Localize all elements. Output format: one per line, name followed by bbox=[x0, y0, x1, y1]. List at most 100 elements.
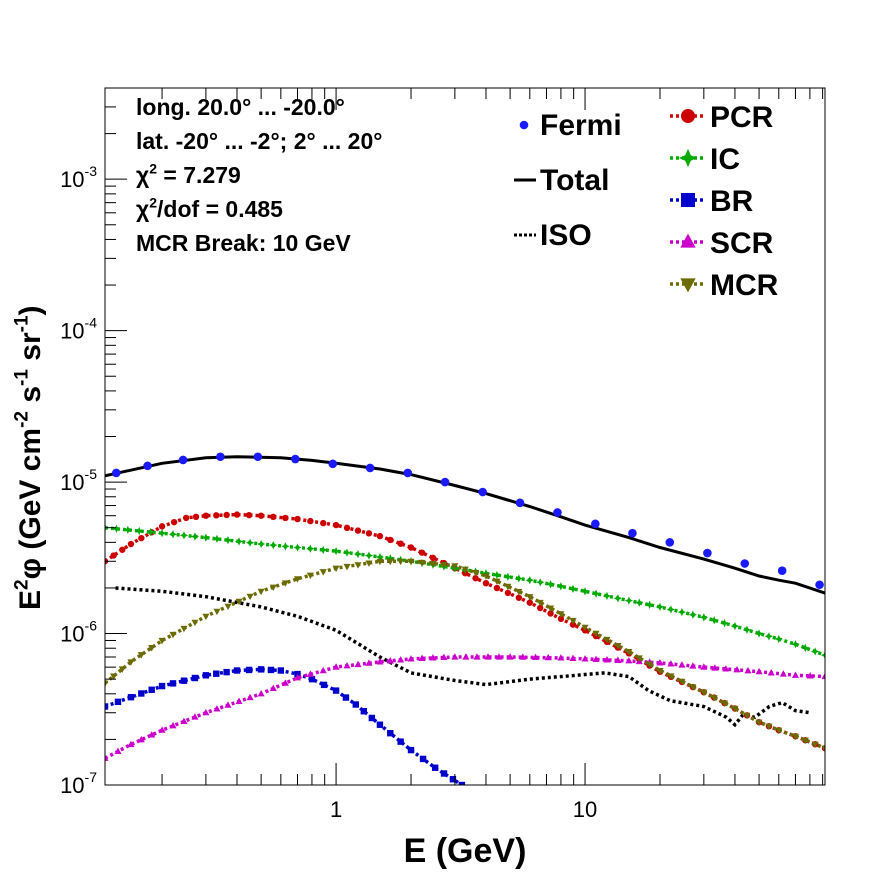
br-marker bbox=[158, 682, 166, 690]
ic-marker bbox=[720, 619, 729, 628]
scr-marker bbox=[656, 659, 664, 666]
superscript: -2 bbox=[11, 411, 32, 428]
fermi-point bbox=[591, 519, 600, 529]
scr-marker bbox=[506, 653, 514, 660]
series-iso bbox=[115, 586, 811, 728]
ic-marker bbox=[157, 529, 167, 538]
br-marker bbox=[387, 729, 394, 737]
scr-marker bbox=[386, 657, 394, 664]
scr-marker bbox=[557, 654, 565, 661]
mcr-marker bbox=[775, 727, 783, 735]
scr-marker bbox=[127, 740, 135, 748]
scr-marker bbox=[462, 653, 470, 660]
br-line bbox=[105, 667, 463, 785]
mcr-marker bbox=[354, 562, 362, 569]
ic-marker bbox=[820, 650, 825, 660]
text-part: φ (GeV cm bbox=[14, 428, 47, 580]
fermi-point bbox=[365, 463, 375, 473]
ic-marker bbox=[546, 580, 555, 589]
y-tick-label: 10-3 bbox=[60, 163, 97, 192]
pcr-marker bbox=[493, 584, 501, 592]
ic-marker bbox=[514, 574, 524, 583]
scr-marker bbox=[257, 689, 265, 697]
ic-marker bbox=[666, 605, 676, 614]
scr-marker bbox=[603, 656, 611, 663]
scr-marker bbox=[376, 658, 384, 665]
pcr-marker bbox=[170, 518, 178, 526]
scr-marker bbox=[473, 653, 481, 660]
mcr-marker bbox=[536, 599, 544, 607]
fermi-point bbox=[440, 477, 450, 487]
scr-marker bbox=[614, 656, 622, 663]
scr-marker bbox=[625, 657, 633, 664]
br-marker bbox=[308, 675, 316, 683]
br-marker bbox=[223, 668, 230, 676]
series-ic bbox=[105, 523, 825, 660]
pcr-marker bbox=[213, 512, 220, 519]
pcr-marker bbox=[354, 527, 362, 534]
ic-marker bbox=[635, 598, 644, 607]
scr-marker bbox=[213, 705, 221, 712]
br-marker bbox=[449, 776, 457, 783]
br-marker bbox=[360, 708, 368, 715]
pcr-marker bbox=[270, 513, 277, 521]
ic-marker bbox=[655, 602, 665, 612]
mcr-marker bbox=[614, 642, 622, 650]
br-marker bbox=[213, 670, 220, 677]
mcr-marker bbox=[526, 594, 534, 601]
pcr-marker bbox=[536, 604, 544, 612]
annotation-line: MCR Break: 10 GeV bbox=[136, 230, 351, 256]
fermi-point bbox=[216, 452, 225, 462]
ic-marker bbox=[810, 647, 820, 656]
tick-exponent: -6 bbox=[85, 618, 98, 634]
mcr-marker bbox=[731, 705, 739, 713]
mcr-marker bbox=[721, 700, 729, 707]
y-tick-label: 10-7 bbox=[60, 769, 97, 798]
y-axis-title-group: E2φ (GeV cm-2 s-1 sr-1) bbox=[11, 305, 47, 610]
ic-marker bbox=[591, 589, 601, 598]
scr-marker bbox=[451, 653, 459, 660]
text-part: = 7.279 bbox=[157, 162, 241, 188]
ic-marker bbox=[774, 634, 783, 644]
br-marker bbox=[191, 674, 199, 682]
pcr-marker bbox=[110, 552, 117, 559]
pcr-marker bbox=[482, 579, 490, 587]
ic-marker bbox=[146, 527, 155, 537]
scr-marker bbox=[418, 654, 426, 661]
annotation-line: χ2/dof = 0.485 bbox=[136, 194, 283, 222]
pcr-marker bbox=[138, 534, 145, 542]
fermi-point bbox=[143, 461, 152, 471]
scr-marker bbox=[224, 701, 232, 708]
fermi-point bbox=[703, 548, 712, 558]
scr-marker bbox=[700, 663, 708, 670]
pcr-marker bbox=[515, 594, 523, 601]
pcr-marker bbox=[202, 512, 210, 519]
fermi-point bbox=[740, 559, 750, 568]
scr-marker bbox=[319, 666, 327, 674]
ic-marker bbox=[556, 582, 566, 591]
ic-marker bbox=[319, 545, 328, 555]
mcr-marker bbox=[689, 684, 697, 691]
fermi-point bbox=[478, 487, 487, 497]
fermi-point bbox=[253, 452, 263, 462]
y-tick-label: 10-5 bbox=[60, 466, 97, 495]
pcr-marker bbox=[397, 540, 404, 547]
br-marker bbox=[376, 721, 384, 728]
tick-exponent: -4 bbox=[85, 315, 98, 331]
scr-marker bbox=[235, 697, 243, 704]
fermi-point bbox=[665, 538, 675, 547]
pcr-marker bbox=[569, 621, 577, 628]
mcr-marker bbox=[569, 617, 577, 625]
mcr-marker bbox=[386, 558, 394, 566]
scr-marker bbox=[484, 653, 492, 660]
legend-entry-total: Total bbox=[514, 164, 609, 197]
ic-marker bbox=[710, 616, 719, 625]
pcr-marker bbox=[182, 514, 190, 522]
text-part: χ bbox=[136, 162, 150, 188]
scr-marker bbox=[429, 654, 437, 661]
br-marker bbox=[342, 694, 350, 701]
pcr-marker bbox=[387, 536, 394, 544]
pcr-marker bbox=[158, 523, 166, 530]
mcr-marker bbox=[493, 578, 501, 585]
